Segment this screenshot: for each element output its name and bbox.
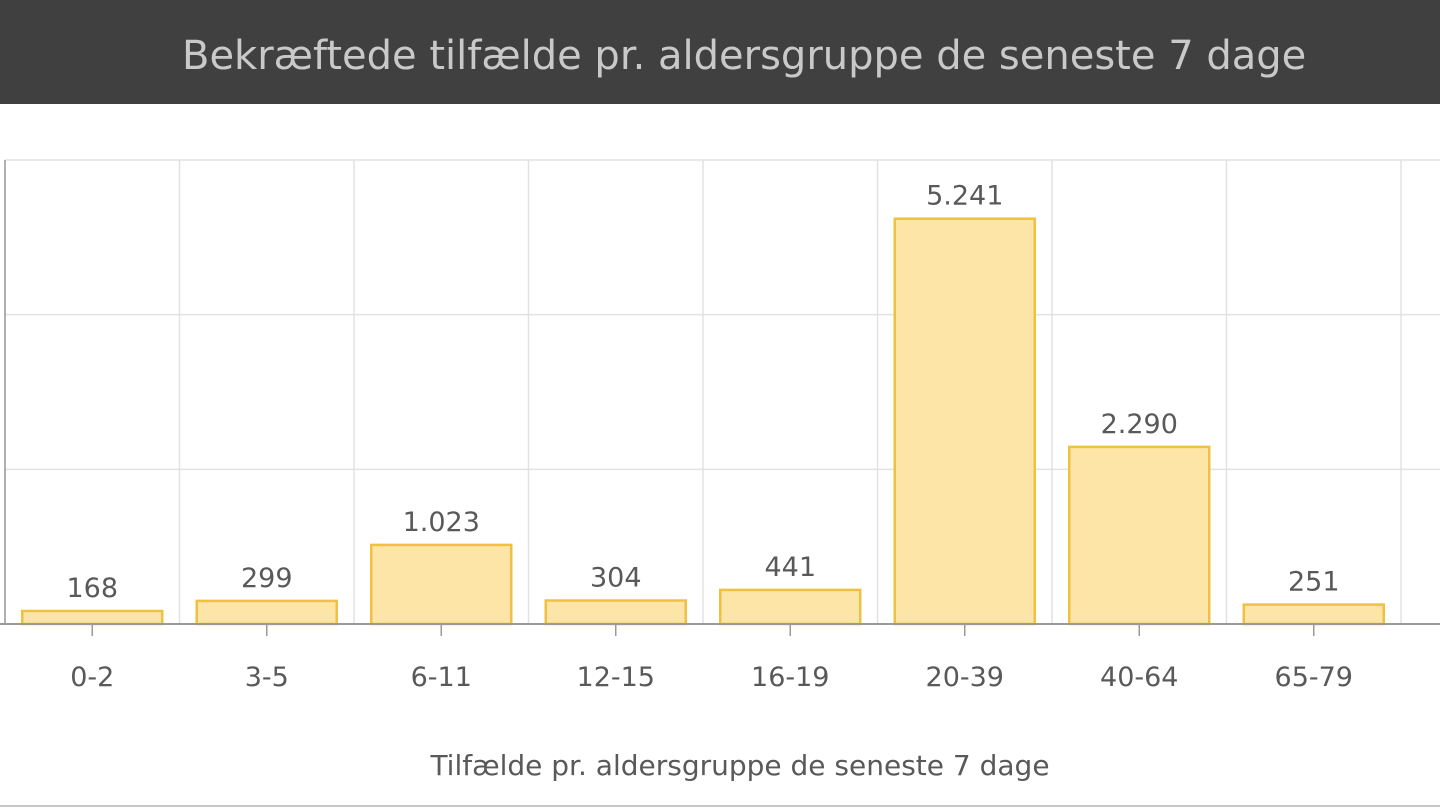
bar-value-label: 1.023 xyxy=(403,507,480,538)
bar-40-64[interactable] xyxy=(1068,445,1211,626)
bar-3-5[interactable] xyxy=(195,599,338,626)
bar-65-79[interactable] xyxy=(1242,603,1385,626)
bar-value-label: 299 xyxy=(241,563,293,594)
chart-x-ticks xyxy=(0,623,1440,636)
bar-6-11[interactable] xyxy=(370,543,513,626)
bar-value-label: 5.241 xyxy=(926,181,1003,212)
chart-grid xyxy=(4,159,1440,624)
x-tick-label: 12-15 xyxy=(577,662,655,693)
x-tick-label: 16-19 xyxy=(751,662,829,693)
bar-value-label: 441 xyxy=(764,552,816,583)
header-bar: Bekræftede tilfælde pr. aldersgruppe de … xyxy=(0,0,1440,104)
x-tick-label: 3-5 xyxy=(245,662,289,693)
bar-value-label: 251 xyxy=(1288,567,1340,598)
bar-12-15[interactable] xyxy=(544,599,687,626)
x-tick-label: 40-64 xyxy=(1100,662,1178,693)
chart-x-tick-labels: 0-2 3-5 6-11 12-15 16-19 20-39 40-64 65-79 xyxy=(70,662,1353,693)
x-tick-label: 65-79 xyxy=(1275,662,1353,693)
x-axis-title: Tilfælde pr. aldersgruppe de seneste 7 d… xyxy=(429,749,1049,782)
bar-16-19[interactable] xyxy=(719,588,862,626)
bottom-divider xyxy=(0,805,1440,807)
chart-bars xyxy=(21,217,1385,626)
bar-0-2[interactable] xyxy=(21,609,164,626)
chart-title: Bekræftede tilfælde pr. aldersgruppe de … xyxy=(182,33,1307,79)
bar-value-label: 2.290 xyxy=(1101,409,1178,440)
x-tick-label: 0-2 xyxy=(70,662,114,693)
chart-value-labels: 168 299 1.023 304 441 5.241 2.290 251 xyxy=(66,181,1339,604)
bar-value-label: 304 xyxy=(590,562,642,593)
x-tick-label: 6-11 xyxy=(411,662,472,693)
bar-value-label: 168 xyxy=(66,573,118,604)
x-tick-label: 20-39 xyxy=(926,662,1004,693)
bar-20-39[interactable] xyxy=(893,217,1036,626)
